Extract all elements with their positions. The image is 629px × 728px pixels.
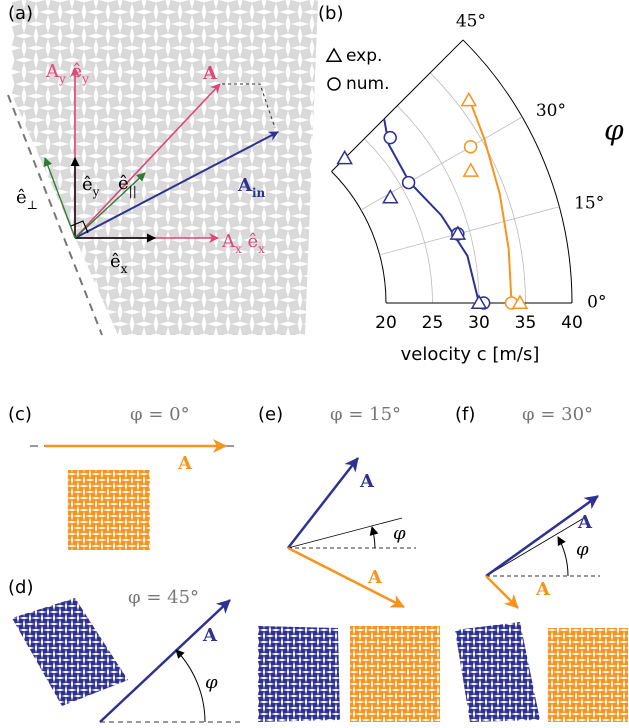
grid-arc [463,40,572,303]
label-part: ê [242,231,258,252]
grid-arc [397,106,479,303]
angle-arc [372,527,375,548]
panel-a [8,0,318,335]
legend-marker [328,78,340,90]
sample [548,628,628,722]
panel-label: (e) [258,404,283,425]
vector [288,458,358,548]
vector-label: A [577,512,593,533]
sample [455,622,540,722]
panel-label: (b) [318,3,343,24]
x-axis-label: velocity c [m/s] [401,344,540,365]
label-part: ê [82,174,93,195]
label-part: A [202,63,218,84]
label-part: ê [16,187,27,208]
sample [258,626,340,722]
phi-tick-label: 30° [536,101,566,121]
phi-tick-label: 45° [456,12,486,32]
panel-label: (a) [8,3,33,24]
sample [350,626,440,722]
label-part: ê [66,61,82,82]
y-axis-label: φ [604,114,624,147]
phi-tick-label: 0° [587,293,606,313]
label-part: in [252,186,266,200]
angle-label: φ [576,539,589,560]
vector-label: A [367,567,383,588]
angle-arc [558,537,568,576]
panel-title: φ = 15° [330,404,401,425]
angle-label: φ [205,672,218,693]
label-part: ⊥ [27,198,38,212]
vector [288,548,404,607]
r-tick-label: 20 [375,313,397,333]
lattice [12,0,318,335]
grid-arc [332,171,386,303]
point [462,93,476,105]
point [465,141,477,153]
point [383,190,397,202]
panel-label: (f) [455,404,475,425]
vector-label: ê⊥ [16,187,38,212]
vector-label: A [535,579,551,600]
r-tick-label: 30 [468,313,490,333]
label-part: x [121,262,128,276]
angle-label: φ [393,523,406,544]
vector [486,576,518,608]
angle-arc [176,650,205,722]
label-part: A [221,231,236,252]
vector [100,600,230,722]
legend-label: exp. [346,46,382,66]
grid-ray [380,207,560,255]
legend-marker [327,49,341,61]
panel-label: (c) [8,404,32,425]
phi-tick-label: 15° [574,193,604,213]
label-part: ê [110,251,121,272]
sample [68,470,150,550]
sample [12,598,128,706]
r-tick-label: 25 [422,313,444,333]
r-tick-label: 40 [561,313,583,333]
axis [288,518,402,548]
figure: (a) (b) (c) φ = 0° A (d) φ = 45° A φ (e)… [0,0,629,728]
panel-title: φ = 0° [130,404,190,425]
vector-label: A [202,63,218,84]
label-part: y [81,72,89,86]
label-part: y [92,185,100,199]
label-part: ê [118,173,129,194]
vector-label: A [202,625,218,646]
panel-title: φ = 45° [128,587,199,608]
label-part: A [237,175,253,196]
point [464,164,478,176]
panel-label: (d) [8,577,33,598]
grid-arc [430,73,525,303]
vector [486,496,598,576]
label-part: x [258,242,265,256]
vector-label: A [359,471,375,492]
point [384,132,396,144]
panel-title: φ = 30° [522,404,593,425]
vector-label: A [177,453,193,474]
legend-label: num. [346,74,390,94]
grid-ray [361,117,522,210]
r-tick-label: 35 [515,313,537,333]
label-part: A [45,61,60,82]
axis [486,518,584,576]
label-part: || [129,184,137,198]
point [403,177,415,189]
